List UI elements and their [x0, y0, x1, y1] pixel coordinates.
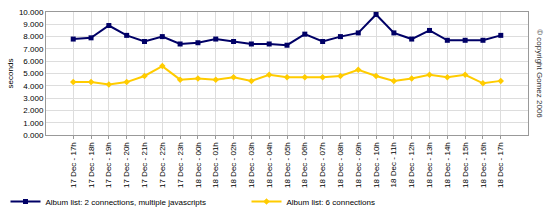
svg-text:5.000: 5.000 [23, 69, 44, 78]
svg-text:17 Dec - 21h: 17 Dec - 21h [140, 142, 149, 188]
svg-text:18 Dec - 16h: 18 Dec - 16h [479, 142, 488, 188]
svg-text:10.000: 10.000 [19, 8, 44, 17]
svg-text:7.000: 7.000 [23, 45, 44, 54]
svg-text:2.000: 2.000 [23, 106, 44, 115]
svg-text:0.000: 0.000 [23, 131, 44, 140]
svg-text:18 Dec - 00h: 18 Dec - 00h [194, 142, 203, 188]
svg-text:18 Dec - 13h: 18 Dec - 13h [425, 142, 434, 188]
svg-text:18 Dec - 12h: 18 Dec - 12h [407, 142, 416, 188]
svg-text:3.000: 3.000 [23, 94, 44, 103]
svg-text:6.000: 6.000 [23, 57, 44, 66]
svg-text:18 Dec - 04h: 18 Dec - 04h [265, 142, 274, 188]
svg-text:18 Dec - 01h: 18 Dec - 01h [211, 142, 220, 188]
svg-text:17 Dec - 17h: 17 Dec - 17h [69, 142, 78, 188]
svg-text:18 Dec - 10h: 18 Dec - 10h [372, 142, 381, 188]
svg-text:seconds: seconds [6, 59, 15, 89]
svg-text:17 Dec - 19h: 17 Dec - 19h [104, 142, 113, 188]
svg-text:1.000: 1.000 [23, 119, 44, 128]
svg-text:9.000: 9.000 [23, 20, 44, 29]
svg-text:18 Dec - 05h: 18 Dec - 05h [283, 142, 292, 188]
svg-text:18 Dec - 11h: 18 Dec - 11h [389, 142, 398, 187]
svg-text:4.000: 4.000 [23, 82, 44, 91]
svg-text:18 Dec - 03h: 18 Dec - 03h [247, 142, 256, 188]
svg-text:17 Dec - 18h: 17 Dec - 18h [87, 142, 96, 188]
svg-text:8.000: 8.000 [23, 32, 44, 41]
svg-text:18 Dec - 15h: 18 Dec - 15h [461, 142, 470, 188]
svg-text:© copyright Gomez 2006: © copyright Gomez 2006 [535, 29, 544, 118]
svg-text:18 Dec - 09h: 18 Dec - 09h [354, 142, 363, 188]
svg-text:18 Dec - 06h: 18 Dec - 06h [300, 142, 309, 188]
svg-text:18 Dec - 08h: 18 Dec - 08h [336, 142, 345, 188]
svg-text:17 Dec - 20h: 17 Dec - 20h [122, 142, 131, 188]
svg-text:18 Dec - 17h: 18 Dec - 17h [496, 142, 505, 188]
svg-text:Album list: 2 connections, mul: Album list: 2 connections, multiple java… [46, 198, 207, 207]
svg-text:17 Dec - 23h: 17 Dec - 23h [176, 142, 185, 188]
svg-text:18 Dec - 14h: 18 Dec - 14h [443, 142, 452, 188]
svg-text:18 Dec - 07h: 18 Dec - 07h [318, 142, 327, 188]
svg-text:Album list: 6 connections: Album list: 6 connections [287, 198, 376, 207]
svg-text:17 Dec - 22h: 17 Dec - 22h [158, 142, 167, 188]
svg-text:18 Dec - 02h: 18 Dec - 02h [229, 142, 238, 188]
